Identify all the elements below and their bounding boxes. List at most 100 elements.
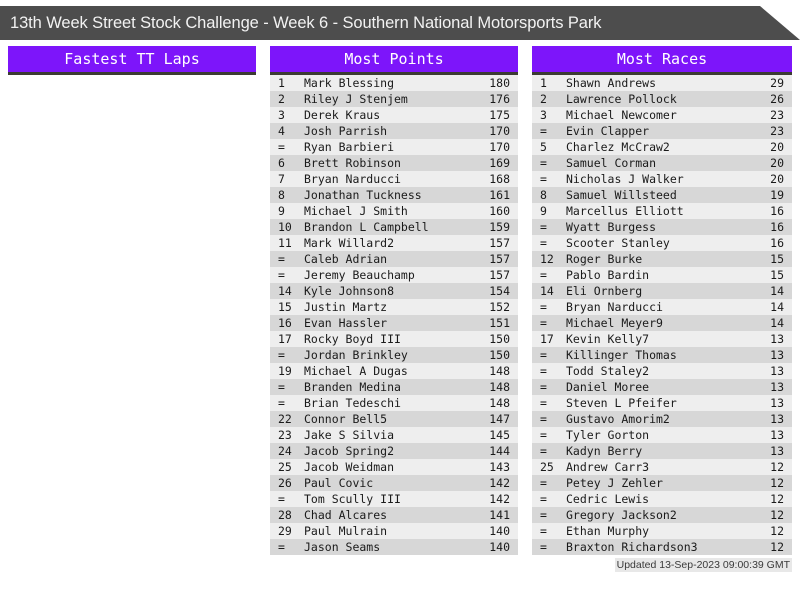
row-rank: = bbox=[540, 380, 547, 394]
row-rank: 15 bbox=[278, 300, 292, 314]
row-rank: 7 bbox=[278, 172, 285, 186]
row-driver-name: Jonathan Tuckness bbox=[304, 188, 422, 202]
row-driver-name: Evin Clapper bbox=[566, 124, 650, 138]
row-rank: = bbox=[540, 524, 547, 538]
row-value: 160 bbox=[489, 204, 510, 218]
row-rank: 19 bbox=[278, 364, 292, 378]
table-row: 9 Michael J Smith 160 bbox=[270, 203, 518, 219]
row-driver-name: Gregory Jackson2 bbox=[566, 508, 677, 522]
row-rank: 25 bbox=[540, 460, 554, 474]
row-value: 180 bbox=[489, 76, 510, 90]
row-rank: = bbox=[540, 300, 547, 314]
panel-title-fastest-tt-laps: Fastest TT Laps bbox=[8, 46, 256, 75]
table-row: = Ethan Murphy 12 bbox=[532, 523, 792, 539]
row-driver-name: Samuel Willsteed bbox=[566, 188, 677, 202]
table-row: = Branden Medina 148 bbox=[270, 379, 518, 395]
title-bar-background bbox=[0, 6, 800, 40]
row-driver-name: Scooter Stanley bbox=[566, 236, 670, 250]
row-driver-name: Brett Robinson bbox=[304, 156, 401, 170]
table-row: = Nicholas J Walker 20 bbox=[532, 171, 792, 187]
row-rank: 29 bbox=[278, 524, 292, 538]
table-row: 15 Justin Martz 152 bbox=[270, 299, 518, 315]
row-driver-name: Michael Meyer9 bbox=[566, 316, 663, 330]
row-value: 143 bbox=[489, 460, 510, 474]
row-rank: 5 bbox=[540, 140, 547, 154]
row-rank: 23 bbox=[278, 428, 292, 442]
table-row: = Tom Scully III 142 bbox=[270, 491, 518, 507]
row-driver-name: Shawn Andrews bbox=[566, 76, 657, 90]
table-row: = Bryan Narducci 14 bbox=[532, 299, 792, 315]
row-driver-name: Daniel Moree bbox=[566, 380, 650, 394]
row-value: 13 bbox=[770, 380, 784, 394]
row-driver-name: Mark Blessing bbox=[304, 76, 395, 90]
row-value: 12 bbox=[770, 508, 784, 522]
row-rank: 3 bbox=[278, 108, 285, 122]
row-rank: = bbox=[540, 476, 547, 490]
row-value: 20 bbox=[770, 172, 784, 186]
row-rank: = bbox=[278, 540, 285, 554]
row-rank: 14 bbox=[540, 284, 554, 298]
row-rank: 16 bbox=[278, 316, 292, 330]
row-rank: 3 bbox=[540, 108, 547, 122]
row-value: 148 bbox=[489, 380, 510, 394]
row-driver-name: Roger Burke bbox=[566, 252, 643, 266]
row-value: 148 bbox=[489, 364, 510, 378]
table-row: 25 Andrew Carr3 12 bbox=[532, 459, 792, 475]
row-rank: = bbox=[540, 348, 547, 362]
row-value: 13 bbox=[770, 396, 784, 410]
row-rank: 1 bbox=[540, 76, 547, 90]
table-row: = Evin Clapper 23 bbox=[532, 123, 792, 139]
row-value: 14 bbox=[770, 284, 784, 298]
row-value: 145 bbox=[489, 428, 510, 442]
table-row: = Killinger Thomas 13 bbox=[532, 347, 792, 363]
table-row: = Wyatt Burgess 16 bbox=[532, 219, 792, 235]
table-row: = Kadyn Berry 13 bbox=[532, 443, 792, 459]
row-driver-name: Chad Alcares bbox=[304, 508, 388, 522]
row-value: 12 bbox=[770, 524, 784, 538]
row-driver-name: Charlez McCraw2 bbox=[566, 140, 670, 154]
row-driver-name: Jacob Spring2 bbox=[304, 444, 395, 458]
table-row: = Jordan Brinkley 150 bbox=[270, 347, 518, 363]
row-value: 12 bbox=[770, 476, 784, 490]
table-row: 14 Eli Ornberg 14 bbox=[532, 283, 792, 299]
row-value: 19 bbox=[770, 188, 784, 202]
table-row: 17 Kevin Kelly7 13 bbox=[532, 331, 792, 347]
row-rank: = bbox=[540, 492, 547, 506]
row-driver-name: Jeremy Beauchamp bbox=[304, 268, 415, 282]
rows-most-points: 1 Mark Blessing 180 2 Riley J Stenjem 176 3 Der… bbox=[270, 75, 518, 555]
row-driver-name: Steven L Pfeifer bbox=[566, 396, 677, 410]
row-driver-name: Brian Tedeschi bbox=[304, 396, 401, 410]
row-value: 170 bbox=[489, 140, 510, 154]
row-rank: 1 bbox=[278, 76, 285, 90]
row-value: 147 bbox=[489, 412, 510, 426]
row-rank: 11 bbox=[278, 236, 292, 250]
row-value: 144 bbox=[489, 444, 510, 458]
row-value: 14 bbox=[770, 300, 784, 314]
row-rank: 25 bbox=[278, 460, 292, 474]
table-row: = Tyler Gorton 13 bbox=[532, 427, 792, 443]
row-value: 152 bbox=[489, 300, 510, 314]
row-rank: = bbox=[278, 348, 285, 362]
row-rank: = bbox=[540, 172, 547, 186]
row-value: 26 bbox=[770, 92, 784, 106]
row-driver-name: Pablo Bardin bbox=[566, 268, 650, 282]
row-rank: 28 bbox=[278, 508, 292, 522]
row-value: 157 bbox=[489, 252, 510, 266]
row-driver-name: Mark Willard2 bbox=[304, 236, 395, 250]
row-driver-name: Lawrence Pollock bbox=[566, 92, 677, 106]
title-bar: 13th Week Street Stock Challenge - Week … bbox=[0, 6, 800, 40]
page-title: 13th Week Street Stock Challenge - Week … bbox=[10, 14, 602, 32]
row-value: 150 bbox=[489, 348, 510, 362]
row-driver-name: Marcellus Elliott bbox=[566, 204, 684, 218]
row-value: 148 bbox=[489, 396, 510, 410]
table-row: 3 Derek Kraus 175 bbox=[270, 107, 518, 123]
row-rank: = bbox=[540, 364, 547, 378]
table-row: 1 Mark Blessing 180 bbox=[270, 75, 518, 91]
row-driver-name: Paul Mulrain bbox=[304, 524, 388, 538]
row-value: 140 bbox=[489, 524, 510, 538]
table-row: 17 Rocky Boyd III 150 bbox=[270, 331, 518, 347]
table-row: 12 Roger Burke 15 bbox=[532, 251, 792, 267]
row-rank: = bbox=[540, 428, 547, 442]
panel-most-points: Most Points 1 Mark Blessing 180 2 Riley J St… bbox=[270, 46, 518, 555]
table-row: 28 Chad Alcares 141 bbox=[270, 507, 518, 523]
